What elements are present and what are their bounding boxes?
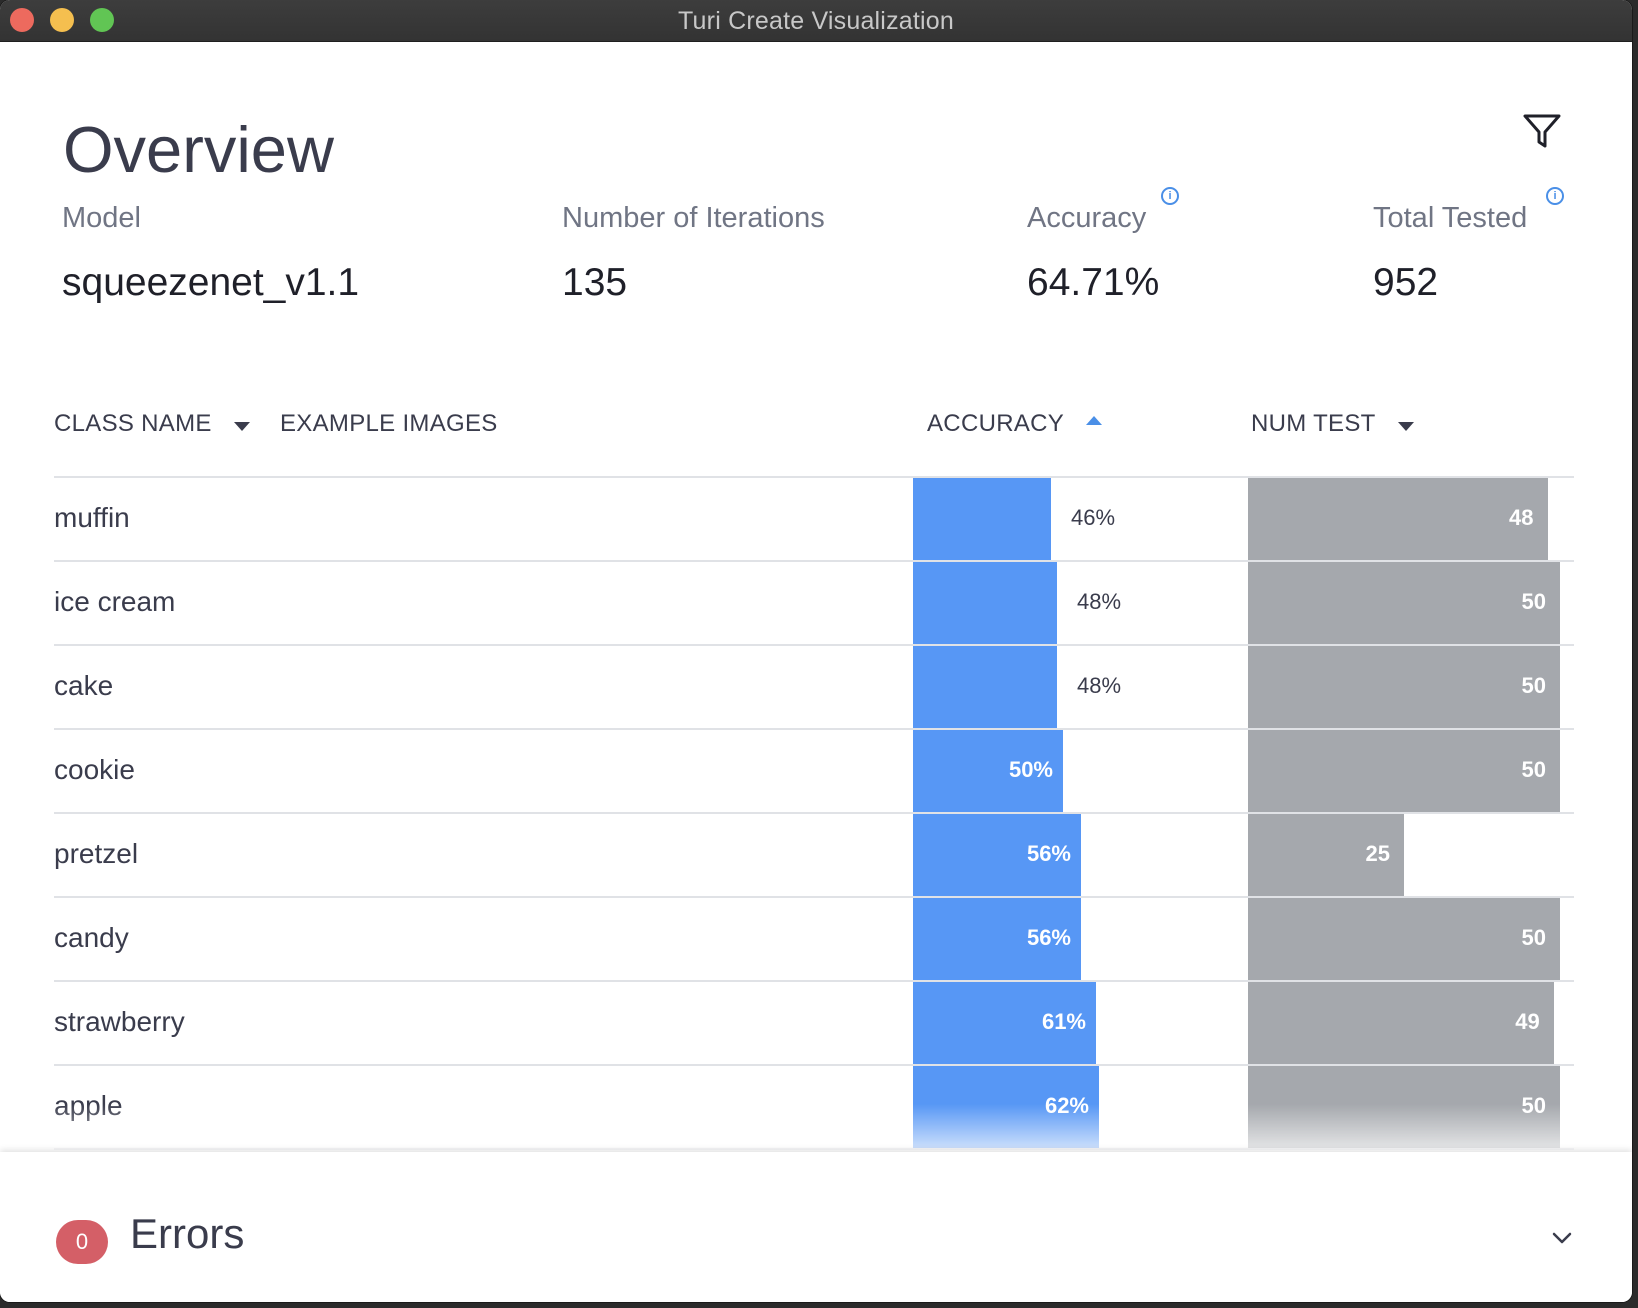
num-test-bar	[1248, 562, 1560, 646]
stat-label-accuracy: Accuracy	[1027, 202, 1147, 234]
error-count-badge: 0	[56, 1220, 108, 1264]
minimize-window-button[interactable]	[50, 8, 74, 32]
stat-iterations: Number of Iterations 135	[562, 202, 825, 305]
accuracy-label: 46%	[1071, 505, 1116, 530]
class-name-cell: pretzel	[54, 838, 139, 869]
class-name-cell: apple	[54, 1090, 123, 1121]
stat-value-accuracy: 64.71%	[1027, 261, 1160, 304]
class-accuracy-table: CLASS NAME EXAMPLE IMAGES ACCURACY NUM T…	[0, 42, 1632, 1152]
row-divider	[54, 896, 1574, 898]
column-header-class-name[interactable]: CLASS NAME	[54, 410, 212, 437]
class-name-cell: candy	[54, 922, 129, 953]
row-divider	[54, 728, 1574, 730]
class-name-cell: strawberry	[54, 1006, 185, 1037]
table-row[interactable]: ice cream 48% 50	[0, 562, 1632, 646]
accuracy-label: 62%	[1044, 1093, 1089, 1118]
num-test-bar	[1248, 646, 1560, 730]
caret-up-icon[interactable]	[1086, 416, 1102, 425]
accuracy-bar	[913, 646, 1057, 730]
accuracy-bar	[913, 814, 1081, 898]
caret-down-icon[interactable]	[1398, 422, 1414, 431]
table-row[interactable]: strawberry 61% 49	[0, 982, 1632, 1066]
accuracy-label: 50%	[1008, 757, 1053, 782]
table-row[interactable]: apple 62% 50	[0, 1066, 1632, 1150]
accuracy-label: 48%	[1077, 589, 1122, 614]
class-name-cell: ice cream	[54, 586, 176, 617]
num-test-bar	[1248, 478, 1548, 562]
accuracy-bar	[913, 562, 1057, 646]
accuracy-label: 61%	[1041, 1009, 1086, 1034]
column-header-accuracy[interactable]: ACCURACY	[927, 410, 1065, 437]
table-row[interactable]: pretzel 56% 25	[0, 814, 1632, 898]
num-test-label: 50	[1521, 757, 1546, 782]
stat-value-iterations: 135	[562, 261, 628, 304]
stat-value-model: squeezenet_v1.1	[62, 261, 360, 304]
errors-title: Errors	[130, 1210, 245, 1257]
stat-value-total-tested: 952	[1373, 261, 1439, 304]
class-name-cell: cookie	[54, 754, 135, 785]
header-divider	[54, 476, 1574, 478]
stat-total-tested: Total Tested i 952	[1373, 187, 1564, 305]
row-divider	[54, 980, 1574, 982]
caret-down-icon[interactable]	[234, 422, 250, 431]
num-test-bar	[1248, 898, 1560, 982]
maximize-window-button[interactable]	[90, 8, 114, 32]
row-divider	[54, 644, 1574, 646]
num-test-bar	[1248, 814, 1404, 898]
num-test-label: 50	[1521, 925, 1546, 950]
num-test-label: 50	[1521, 589, 1546, 614]
stat-model: Model squeezenet_v1.1	[62, 202, 359, 305]
row-divider	[54, 1148, 1574, 1150]
num-test-label: 50	[1521, 673, 1546, 698]
filter-icon[interactable]	[1522, 112, 1562, 152]
window-title: Turi Create Visualization	[678, 7, 954, 35]
accuracy-bar	[913, 982, 1096, 1066]
accuracy-label: 48%	[1077, 673, 1122, 698]
info-icon[interactable]: i	[1546, 187, 1564, 205]
column-header-num-test[interactable]: NUM TEST	[1251, 410, 1376, 437]
class-name-cell: cake	[54, 670, 114, 701]
num-test-label: 48	[1509, 505, 1534, 530]
column-header-example-images: EXAMPLE IMAGES	[280, 410, 498, 437]
row-divider	[54, 1064, 1574, 1066]
accuracy-bar	[913, 730, 1063, 814]
chevron-down-icon[interactable]	[1548, 1224, 1576, 1252]
accuracy-label: 56%	[1026, 925, 1071, 950]
title-bar[interactable]: Turi Create Visualization	[0, 0, 1632, 42]
class-name-cell: muffin	[54, 502, 130, 533]
row-divider	[54, 560, 1574, 562]
stat-label-model: Model	[62, 202, 141, 234]
table-row[interactable]: candy 56% 50	[0, 898, 1632, 982]
stat-label-iterations: Number of Iterations	[562, 202, 825, 234]
close-window-button[interactable]	[10, 8, 34, 32]
accuracy-label: 56%	[1026, 841, 1071, 866]
stat-label-total-tested: Total Tested	[1373, 202, 1528, 234]
main-content: Overview Model squeezenet_v1.1 Number of…	[0, 42, 1632, 1302]
accuracy-bar	[913, 898, 1081, 982]
page-title: Overview	[63, 113, 334, 186]
num-test-bar	[1248, 982, 1554, 1066]
num-test-label: 25	[1365, 841, 1390, 866]
table-row[interactable]: muffin 46% 48	[0, 478, 1632, 562]
num-test-label: 50	[1521, 1093, 1546, 1118]
num-test-bar	[1248, 730, 1560, 814]
table-row[interactable]: cookie 50% 50	[0, 730, 1632, 814]
accuracy-bar	[913, 478, 1051, 562]
info-icon[interactable]: i	[1161, 187, 1179, 205]
errors-panel[interactable]: 0 Errors	[0, 1152, 1632, 1302]
stat-accuracy: Accuracy i 64.71%	[1027, 187, 1179, 305]
table-row[interactable]: cake 48% 50	[0, 646, 1632, 730]
num-test-label: 49	[1515, 1009, 1540, 1034]
row-divider	[54, 812, 1574, 814]
